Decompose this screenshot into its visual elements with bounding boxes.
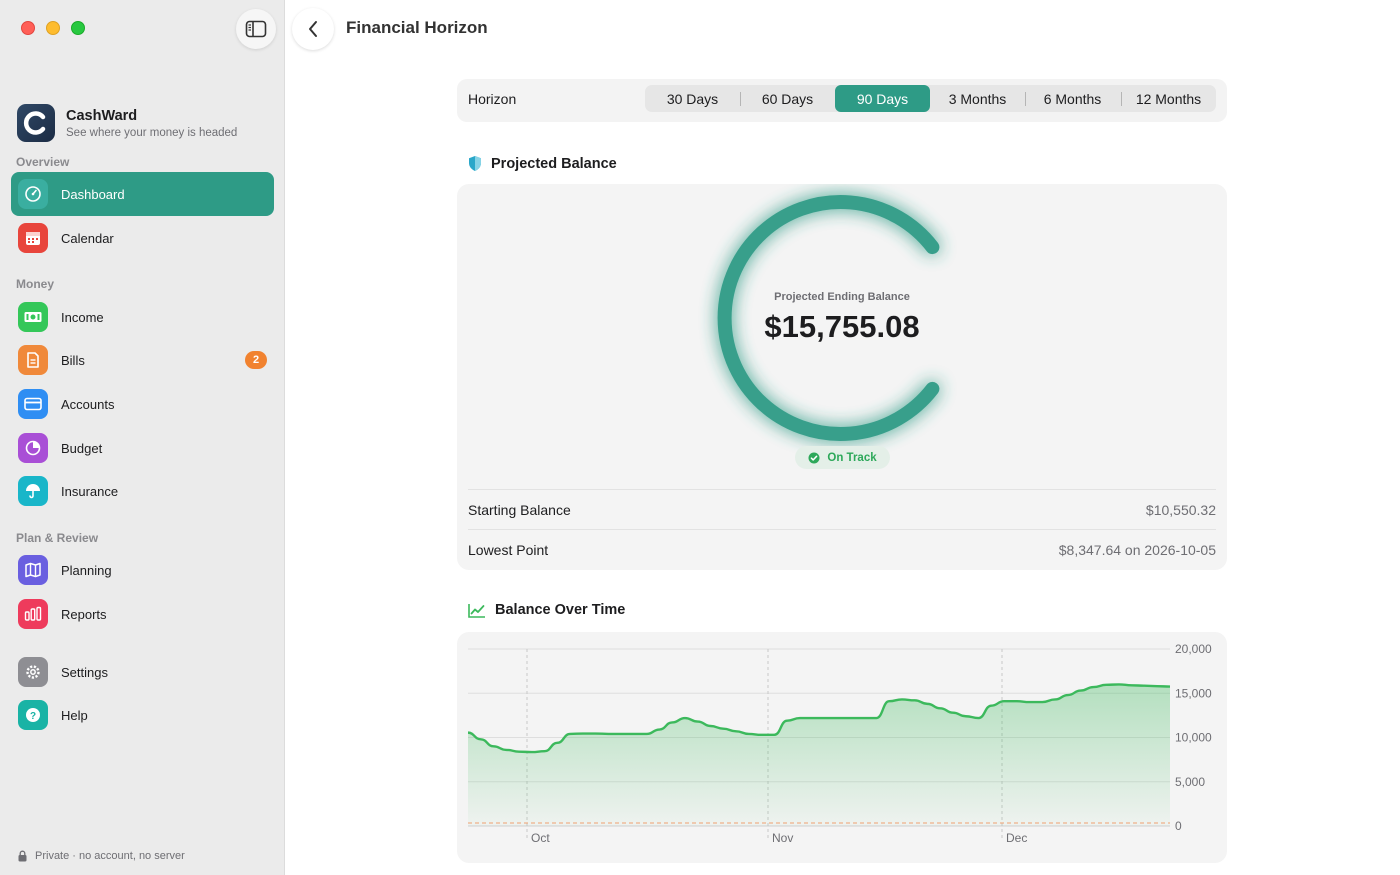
question-icon: ?	[18, 700, 48, 730]
section-label-plan-review: Plan & Review	[16, 531, 99, 545]
ring-label: Projected Ending Balance	[774, 291, 910, 303]
sidebar-item-accounts[interactable]: Accounts	[11, 382, 274, 426]
sidebar-item-help[interactable]: ? Help	[11, 693, 274, 737]
sidebar-item-reports[interactable]: Reports	[11, 592, 274, 636]
row-label: Lowest Point	[468, 541, 549, 558]
segment-divider	[1121, 92, 1122, 106]
balance-over-time-chart: 0 5,000 10,000 15,000 20,000 Oct Nov Dec	[467, 642, 1212, 845]
horizon-option-90-days[interactable]: 90 Days	[835, 85, 930, 112]
x-tick-label: Dec	[1006, 831, 1027, 845]
projected-ending-balance: $15,755.08	[764, 309, 920, 344]
horizon-option-12-months[interactable]: 12 Months	[1135, 90, 1202, 107]
window-controls	[21, 21, 85, 35]
balance-over-time-title: Balance Over Time	[495, 602, 626, 618]
brand-name: CashWard	[66, 107, 138, 124]
lock-icon	[18, 850, 27, 862]
calendar-icon	[18, 223, 48, 253]
bar-chart-icon	[18, 599, 48, 629]
segment-divider	[1025, 92, 1026, 106]
balance-ring	[717, 195, 940, 441]
row-label: Starting Balance	[468, 501, 571, 518]
gear-icon	[18, 657, 48, 687]
y-tick-label: 20,000	[1175, 642, 1212, 656]
sidebar-item-label: Calendar	[61, 230, 114, 246]
sidebar-item-label: Income	[61, 309, 104, 325]
balance-line	[467, 683, 1171, 754]
checkmark-circle-icon	[808, 452, 820, 463]
x-tick-label: Nov	[772, 831, 793, 845]
horizon-label: Horizon	[468, 91, 517, 107]
cashward-logo-icon	[23, 111, 46, 135]
balance-chart-card: 0 5,000 10,000 15,000 20,000 Oct Nov Dec	[457, 632, 1227, 863]
y-tick-label: 0	[1175, 819, 1182, 833]
lowest-point-row: Lowest Point $8,347.64 on 2026-10-05	[468, 529, 1216, 569]
credit-card-icon	[18, 389, 48, 419]
horizon-option-60-days[interactable]: 60 Days	[761, 90, 814, 107]
sidebar-item-label: Bills	[61, 352, 85, 368]
sidebar-item-label: Settings	[61, 664, 108, 680]
row-value: $8,347.64 on 2026-10-05	[1058, 541, 1216, 558]
x-tick-label: Oct	[531, 831, 550, 845]
umbrella-icon	[18, 476, 48, 506]
projected-balance-title: Projected Balance	[491, 155, 617, 172]
sidebar-item-calendar[interactable]: Calendar	[11, 216, 274, 260]
brand-tagline: See where your money is headed	[66, 126, 238, 139]
starting-balance-row: Starting Balance $10,550.32	[468, 489, 1216, 529]
brand: CashWard See where your money is headed	[17, 104, 237, 142]
section-label-money: Money	[16, 277, 55, 291]
sidebar-item-planning[interactable]: Planning	[11, 548, 274, 592]
sidebar-item-label: Dashboard	[61, 186, 125, 202]
chevron-left-icon	[309, 21, 317, 37]
horizon-option-6-months[interactable]: 6 Months	[1043, 90, 1102, 107]
trend-chart-icon	[468, 603, 485, 618]
sidebar-item-dashboard[interactable]: Dashboard	[11, 172, 274, 216]
segment-divider	[740, 92, 741, 106]
privacy-text: Private · no account, no server	[35, 850, 185, 862]
svg-text:?: ?	[30, 711, 36, 722]
sidebar-item-bills[interactable]: Bills 2	[11, 338, 274, 382]
balance-area	[468, 684, 1170, 826]
horizon-selector: Horizon 30 Days 60 Days 90 Days 3 Months…	[457, 79, 1227, 122]
cash-icon	[18, 302, 48, 332]
status-badge: On Track	[795, 446, 890, 469]
sidebar: CashWard See where your money is headed …	[0, 0, 285, 875]
back-button[interactable]	[292, 8, 334, 50]
gauge-icon	[18, 179, 48, 209]
y-tick-label: 10,000	[1175, 731, 1212, 745]
minimize-window-button[interactable]	[46, 21, 60, 35]
page-title: Financial Horizon	[346, 18, 488, 37]
sidebar-item-label: Budget	[61, 440, 103, 456]
sidebar-item-budget[interactable]: Budget	[11, 426, 274, 470]
sidebar-item-label: Reports	[61, 606, 107, 622]
horizon-option-3-months[interactable]: 3 Months	[948, 90, 1007, 107]
projected-balance-card: Projected Ending Balance $15,755.08 On T…	[457, 184, 1227, 570]
sidebar-item-label: Help	[61, 707, 88, 723]
sidebar-item-settings[interactable]: Settings	[11, 650, 274, 694]
y-tick-label: 15,000	[1175, 686, 1212, 700]
y-tick-label: 5,000	[1175, 775, 1205, 789]
brand-logo	[17, 104, 55, 142]
balance-over-time-heading: Balance Over Time	[468, 602, 625, 618]
sidebar-item-insurance[interactable]: Insurance	[11, 469, 274, 513]
privacy-note: Private · no account, no server	[17, 850, 185, 862]
horizon-segmented-control: 30 Days 60 Days 90 Days 3 Months 6 Month…	[645, 85, 1216, 112]
map-icon	[18, 555, 48, 585]
row-value: $10,550.32	[1145, 501, 1216, 518]
sidebar-item-label: Accounts	[61, 396, 115, 412]
sidebar-item-income[interactable]: Income	[11, 295, 274, 339]
close-window-button[interactable]	[21, 21, 35, 35]
zoom-window-button[interactable]	[71, 21, 85, 35]
sidebar-toggle-icon	[245, 20, 267, 38]
horizon-option-30-days[interactable]: 30 Days	[666, 90, 719, 107]
shield-icon	[469, 156, 481, 171]
status-text: On Track	[827, 451, 877, 464]
section-label-overview: Overview	[16, 155, 70, 169]
sidebar-item-label: Planning	[61, 562, 112, 578]
sidebar-item-label: Insurance	[61, 483, 119, 499]
bills-count-badge: 2	[245, 351, 267, 369]
sidebar-toggle-button[interactable]	[236, 9, 276, 49]
projected-balance-heading: Projected Balance	[468, 155, 617, 172]
document-icon	[18, 345, 48, 375]
pie-chart-icon	[18, 433, 48, 463]
